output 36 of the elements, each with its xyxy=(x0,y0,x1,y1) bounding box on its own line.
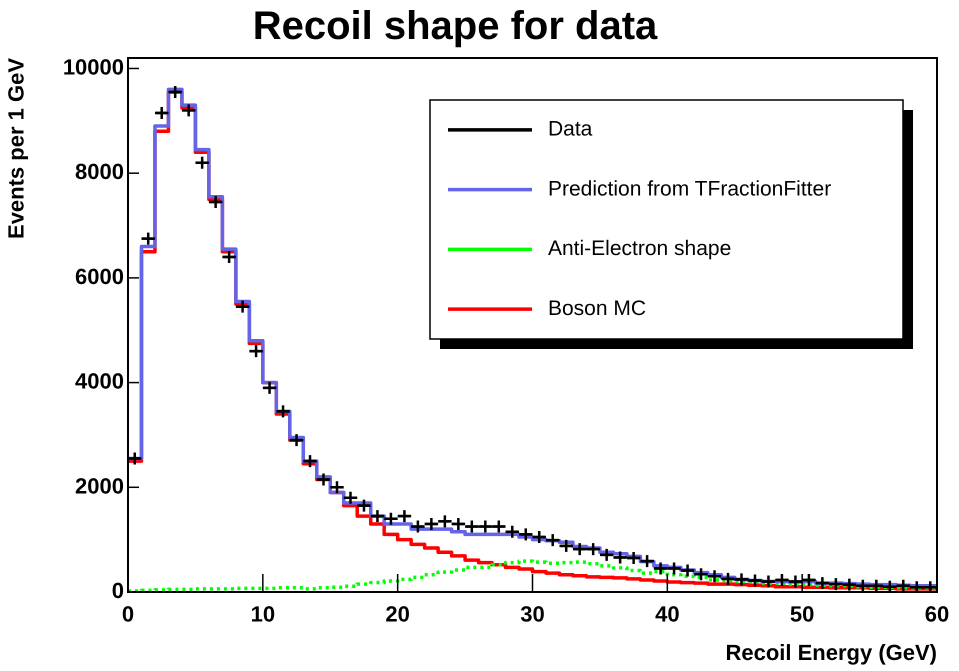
point xyxy=(316,472,331,487)
point xyxy=(140,231,156,246)
y-tick-label: 6000 xyxy=(75,264,124,289)
legend-label: Data xyxy=(548,118,593,141)
y-tick-label: 4000 xyxy=(75,368,124,394)
x-tick-label: 60 xyxy=(924,601,950,626)
legend-label: Prediction from TFractionFitter xyxy=(548,177,832,200)
point xyxy=(154,106,169,120)
point xyxy=(356,498,372,513)
x-tick-label: 10 xyxy=(250,601,276,626)
x-axis-title: Recoil Energy (GeV) xyxy=(725,640,937,665)
point xyxy=(208,194,223,210)
point xyxy=(248,344,264,358)
x-tick-label: 30 xyxy=(520,601,545,626)
point xyxy=(194,155,210,170)
point xyxy=(262,380,277,396)
x-tick-label: 50 xyxy=(790,601,814,626)
point xyxy=(289,432,304,448)
y-axis-title: Events per 1 GeV xyxy=(3,58,28,239)
x-tick-label: 20 xyxy=(385,601,410,626)
x-tick-label: 40 xyxy=(655,601,680,626)
chart-title: Recoil shape for data xyxy=(252,4,658,48)
point xyxy=(302,454,318,468)
point xyxy=(235,299,250,314)
y-tick-label: 0 xyxy=(112,578,124,604)
legend-label: Boson MC xyxy=(548,296,646,320)
point xyxy=(181,103,196,118)
y-tick-label: 10000 xyxy=(62,54,124,80)
legend-label: Anti-Electron shape xyxy=(548,237,732,260)
point xyxy=(330,480,344,495)
point xyxy=(343,490,358,506)
point xyxy=(168,84,182,100)
y-tick-label: 2000 xyxy=(75,473,124,498)
y-tick-label: 8000 xyxy=(75,159,124,184)
point xyxy=(276,404,290,419)
point xyxy=(222,250,236,264)
